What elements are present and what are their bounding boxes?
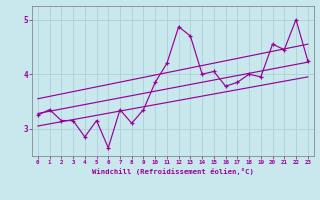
X-axis label: Windchill (Refroidissement éolien,°C): Windchill (Refroidissement éolien,°C): [92, 168, 254, 175]
